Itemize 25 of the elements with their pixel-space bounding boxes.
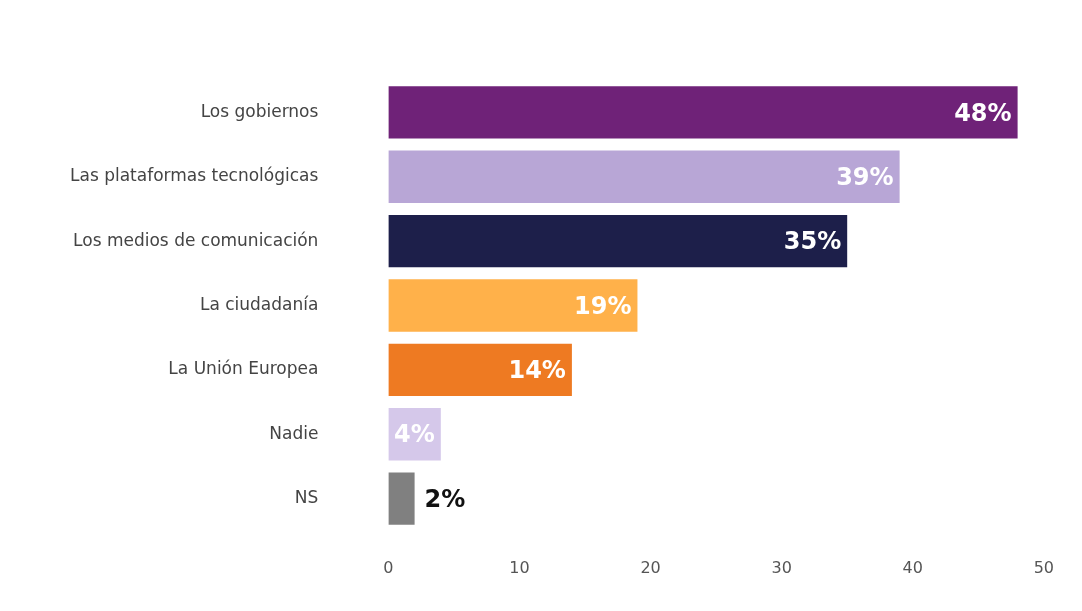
- bar: [388, 472, 415, 525]
- x-tick-label: 50: [1033, 557, 1054, 577]
- x-tick-label: 40: [902, 557, 923, 577]
- bar: [388, 86, 1018, 139]
- x-tick-label: 30: [771, 557, 792, 577]
- bar: [388, 279, 638, 332]
- y-tick-label: NS: [294, 487, 319, 508]
- data-label: 19%: [574, 291, 632, 320]
- data-label: 35%: [783, 227, 842, 256]
- y-tick-label: La ciudadanía: [199, 293, 319, 314]
- y-tick-label: Los medios de comunicación: [73, 229, 319, 250]
- data-label: 48%: [954, 98, 1012, 127]
- x-tick-label: 20: [640, 557, 661, 577]
- x-tick-label: 0: [383, 557, 394, 577]
- data-label: 2%: [424, 484, 466, 513]
- bar: [388, 214, 848, 268]
- data-label: 39%: [836, 162, 894, 191]
- y-tick-label: Nadie: [269, 422, 319, 443]
- y-tick-label: La Unión Europea: [168, 358, 319, 379]
- bar: [388, 150, 900, 203]
- y-tick-label: Los gobiernos: [200, 100, 319, 121]
- y-tick-label: Las plataformas tecnológicas: [69, 165, 319, 186]
- bar: [388, 343, 572, 397]
- x-tick-label: 10: [509, 557, 530, 577]
- data-label: 14%: [508, 356, 566, 385]
